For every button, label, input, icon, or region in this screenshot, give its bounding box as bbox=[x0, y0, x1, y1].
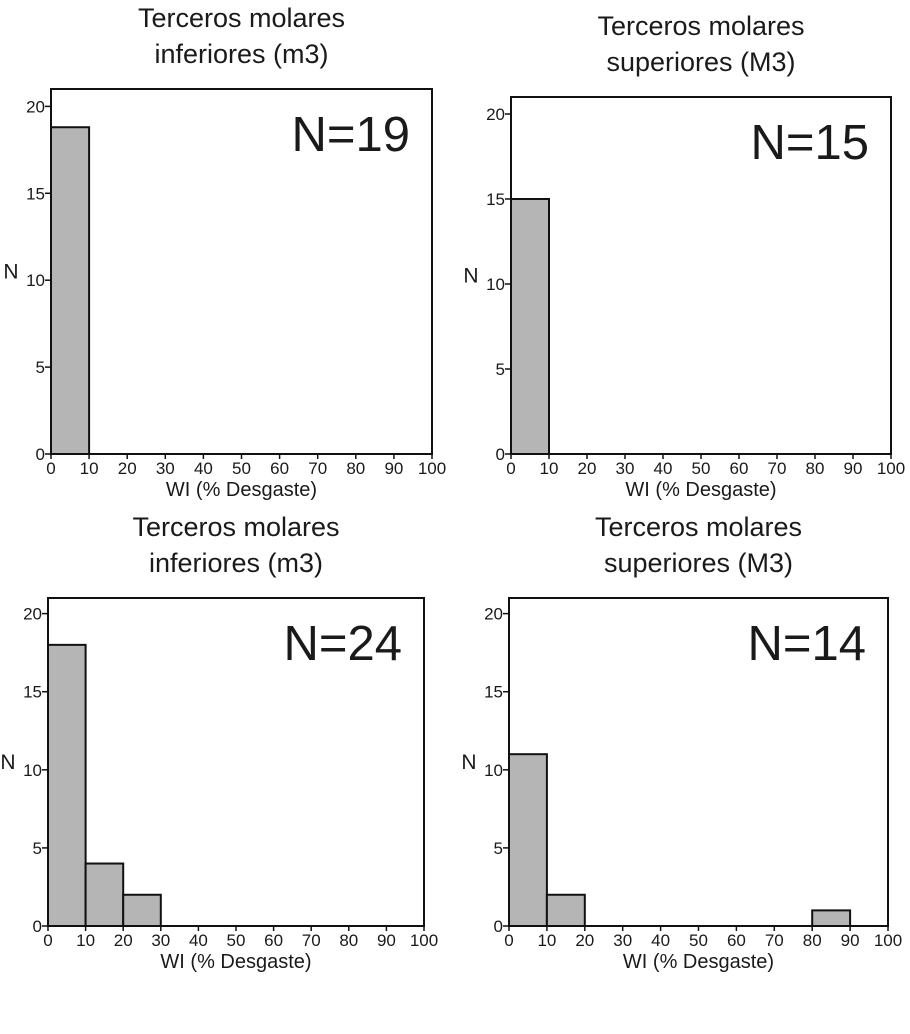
chart-title-line: inferiores (m3) bbox=[154, 39, 328, 69]
sample-size-label: N=15 bbox=[750, 116, 869, 170]
y-tick-label: 20 bbox=[484, 605, 503, 624]
x-tick-label: 50 bbox=[689, 931, 708, 950]
x-tick-label: 40 bbox=[651, 931, 670, 950]
x-tick-label: 0 bbox=[504, 931, 513, 950]
chart-title-line: superiores (M3) bbox=[604, 548, 793, 578]
x-tick-label: 0 bbox=[46, 459, 55, 478]
x-tick-label: 100 bbox=[418, 459, 446, 478]
x-tick-label: 70 bbox=[308, 459, 327, 478]
x-axis-label: WI (% Desgaste) bbox=[166, 479, 317, 501]
histogram-bar bbox=[510, 198, 550, 455]
x-tick-label: 90 bbox=[841, 931, 860, 950]
histogram-bar bbox=[545, 893, 586, 927]
y-tick-label: 10 bbox=[486, 275, 505, 294]
y-axis-label: N bbox=[0, 751, 15, 774]
x-tick-label: 20 bbox=[118, 459, 137, 478]
x-axis-label: WI (% Desgaste) bbox=[623, 951, 774, 973]
y-tick-label: 20 bbox=[23, 605, 42, 624]
histogram-panel-3: 0 5 10 15 20 0 10 20 30 40 50 60 70 80 90 100 Terceros m… bbox=[0, 512, 438, 973]
y-axis-label: N bbox=[3, 261, 18, 284]
x-tick-label: 30 bbox=[616, 459, 635, 478]
y-tick-label: 5 bbox=[494, 839, 503, 858]
x-tick-label: 90 bbox=[844, 459, 863, 478]
x-tick-label: 50 bbox=[232, 459, 251, 478]
x-tick-label: 10 bbox=[537, 931, 556, 950]
x-tick-label: 20 bbox=[114, 931, 133, 950]
y-axis-label: N bbox=[463, 265, 478, 288]
x-tick-label: 80 bbox=[339, 931, 358, 950]
y-tick-label: 20 bbox=[26, 97, 45, 116]
x-tick-label: 70 bbox=[768, 459, 787, 478]
x-tick-label: 0 bbox=[43, 931, 52, 950]
sample-size-label: N=19 bbox=[291, 108, 410, 162]
x-tick-label: 60 bbox=[727, 931, 746, 950]
y-tick-label: 5 bbox=[36, 358, 45, 377]
x-tick-label: 50 bbox=[227, 931, 246, 950]
chart-title-line: Terceros molares bbox=[597, 11, 804, 41]
y-tick-label: 20 bbox=[486, 105, 505, 124]
x-tick-label: 100 bbox=[410, 931, 438, 950]
y-tick-label: 10 bbox=[23, 761, 42, 780]
y-tick-label: 15 bbox=[484, 683, 503, 702]
y-tick-label: 0 bbox=[496, 445, 505, 464]
x-tick-label: 10 bbox=[540, 459, 559, 478]
x-tick-label: 30 bbox=[613, 931, 632, 950]
chart-title-line: inferiores (m3) bbox=[149, 548, 323, 578]
chart-title-line: Terceros molares bbox=[132, 512, 339, 542]
x-tick-label: 40 bbox=[194, 459, 213, 478]
y-tick-label: 15 bbox=[23, 683, 42, 702]
y-tick-label: 10 bbox=[26, 271, 45, 290]
x-tick-label: 50 bbox=[692, 459, 711, 478]
x-tick-label: 10 bbox=[80, 459, 99, 478]
x-tick-label: 20 bbox=[578, 459, 597, 478]
x-tick-label: 100 bbox=[877, 459, 905, 478]
chart-title-line: Terceros molares bbox=[595, 512, 802, 542]
histogram-panel-4: 0 5 10 15 20 0 10 20 30 40 50 60 70 80 90 100 Terceros m… bbox=[461, 512, 902, 973]
chart-title-line: Terceros molares bbox=[138, 3, 345, 33]
y-tick-label: 5 bbox=[496, 360, 505, 379]
x-tick-label: 90 bbox=[384, 459, 403, 478]
x-tick-label: 60 bbox=[730, 459, 749, 478]
x-tick-label: 10 bbox=[76, 931, 95, 950]
x-tick-label: 20 bbox=[575, 931, 594, 950]
histogram-bar bbox=[508, 753, 548, 928]
x-tick-label: 70 bbox=[302, 931, 321, 950]
sample-size-label: N=24 bbox=[283, 617, 402, 671]
histogram-bar bbox=[122, 893, 162, 927]
x-tick-label: 40 bbox=[654, 459, 673, 478]
histogram-panel-2: 0 5 10 15 20 0 10 20 30 40 50 60 70 80 90 100 Terceros m… bbox=[463, 11, 905, 501]
y-tick-label: 10 bbox=[484, 761, 503, 780]
x-axis-label: WI (% Desgaste) bbox=[625, 479, 776, 501]
x-tick-label: 80 bbox=[346, 459, 365, 478]
x-tick-label: 30 bbox=[156, 459, 175, 478]
x-tick-label: 100 bbox=[874, 931, 902, 950]
histogram-bar bbox=[47, 643, 87, 927]
x-tick-label: 80 bbox=[803, 931, 822, 950]
x-tick-label: 0 bbox=[506, 459, 515, 478]
x-tick-label: 30 bbox=[151, 931, 170, 950]
histogram-panel-1: 0 5 10 15 20 0 10 20 30 40 50 60 70 80 90 100 Terceros m… bbox=[3, 3, 446, 501]
y-tick-label: 15 bbox=[486, 190, 505, 209]
x-tick-label: 60 bbox=[264, 931, 283, 950]
histogram-bar bbox=[50, 126, 91, 455]
y-axis-label: N bbox=[461, 751, 476, 774]
sample-size-label: N=14 bbox=[747, 617, 866, 671]
y-tick-label: 5 bbox=[33, 839, 42, 858]
y-tick-label: 0 bbox=[33, 917, 42, 936]
x-tick-label: 90 bbox=[377, 931, 396, 950]
x-tick-label: 80 bbox=[806, 459, 825, 478]
histogram-bar bbox=[811, 909, 852, 928]
histogram-bar bbox=[84, 862, 125, 927]
x-tick-label: 40 bbox=[189, 931, 208, 950]
x-tick-label: 70 bbox=[765, 931, 784, 950]
y-tick-label: 0 bbox=[36, 445, 45, 464]
x-axis-label: WI (% Desgaste) bbox=[160, 951, 311, 973]
x-tick-label: 60 bbox=[270, 459, 289, 478]
chart-title-line: superiores (M3) bbox=[606, 47, 795, 77]
y-tick-label: 0 bbox=[494, 917, 503, 936]
y-tick-label: 15 bbox=[26, 184, 45, 203]
